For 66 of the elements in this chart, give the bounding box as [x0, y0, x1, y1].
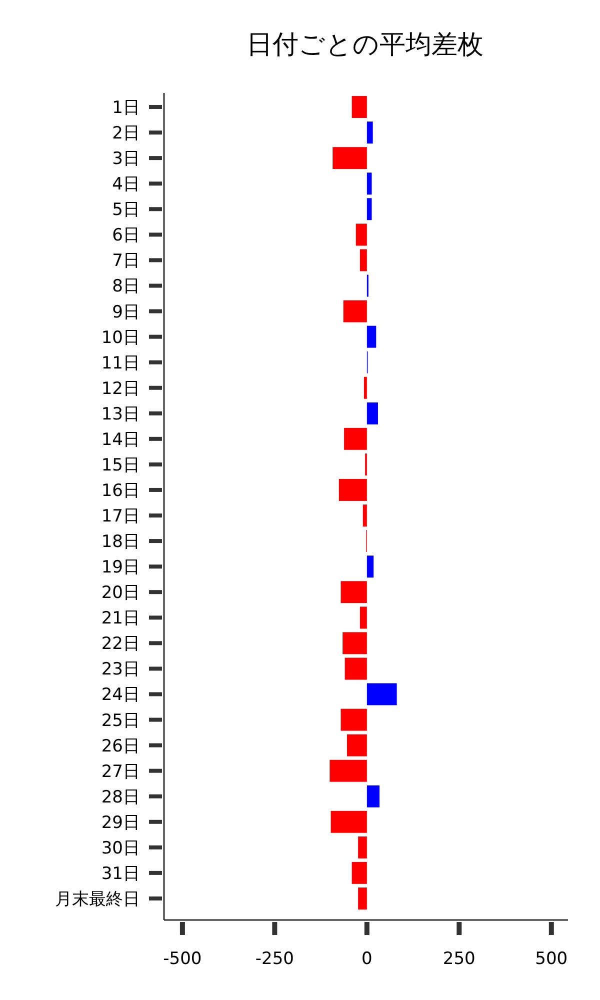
y-tick-label: 9日 [112, 302, 140, 322]
x-tick-label: 500 [535, 949, 568, 969]
bar [364, 376, 367, 399]
y-tick-label: 24日 [101, 685, 140, 706]
y-tick-label: 21日 [101, 608, 140, 629]
y-tick-label: 18日 [101, 532, 140, 552]
bar [358, 836, 367, 858]
y-tick-label: 29日 [101, 812, 140, 833]
y-tick-label: 10日 [101, 328, 140, 348]
bar [366, 172, 372, 195]
bar [347, 734, 367, 756]
y-tick-label: 20日 [101, 583, 140, 604]
bar [360, 249, 367, 272]
y-tick-label: 14日 [101, 430, 140, 450]
y-tick-label: 4日 [112, 174, 140, 195]
bar [352, 96, 367, 118]
bar [366, 198, 372, 220]
bar [362, 504, 367, 526]
y-tick-label: 23日 [101, 660, 140, 680]
x-tick-label: -500 [163, 949, 202, 969]
y-tick-label: 2日 [112, 124, 140, 144]
bar [366, 785, 380, 808]
y-tick-label: 28日 [101, 787, 140, 808]
bar [342, 632, 367, 654]
bar [330, 810, 367, 833]
bar [366, 683, 397, 706]
bar [343, 300, 367, 322]
y-tick-label: 3日 [112, 149, 140, 170]
y-tick-label: 7日 [112, 251, 140, 272]
y-tick-label: 15日 [101, 455, 140, 476]
x-tick-label: 250 [442, 949, 476, 969]
y-tick-label: 1日 [112, 98, 140, 118]
y-tick-label: 22日 [101, 634, 140, 654]
y-tick-label: 27日 [101, 762, 140, 782]
x-tick-label: -250 [255, 949, 294, 969]
y-tick-label: 16日 [101, 480, 140, 501]
y-tick-label: 25日 [101, 710, 140, 731]
y-tick-label: 8日 [112, 276, 140, 297]
bar [356, 224, 367, 246]
y-tick-label: 12日 [101, 378, 140, 399]
y-tick-label: 11日 [101, 353, 140, 374]
bar [332, 147, 367, 170]
y-tick-label: 5日 [112, 200, 140, 220]
chart-title: 日付ごとの平均差枚 [246, 30, 484, 60]
bar [340, 581, 367, 604]
bar [330, 760, 367, 782]
y-tick-label: 26日 [101, 736, 140, 756]
bar [358, 887, 367, 910]
x-tick-label: 0 [362, 949, 372, 969]
bar [344, 428, 367, 450]
y-tick-label: 月末最終日 [55, 889, 140, 910]
y-tick-label: 17日 [101, 506, 140, 526]
y-tick-label: 19日 [101, 558, 140, 578]
y-tick-label: 6日 [112, 226, 140, 246]
bar [366, 556, 374, 578]
y-tick-label: 30日 [101, 838, 140, 858]
bar [366, 122, 373, 144]
bar [352, 862, 367, 884]
bar [366, 326, 376, 348]
bar [340, 708, 367, 731]
bar [338, 478, 367, 501]
y-tick-label: 13日 [101, 404, 140, 424]
bar [360, 606, 367, 629]
y-tick-label: 31日 [101, 864, 140, 884]
bar [366, 402, 378, 424]
bar [344, 658, 367, 680]
